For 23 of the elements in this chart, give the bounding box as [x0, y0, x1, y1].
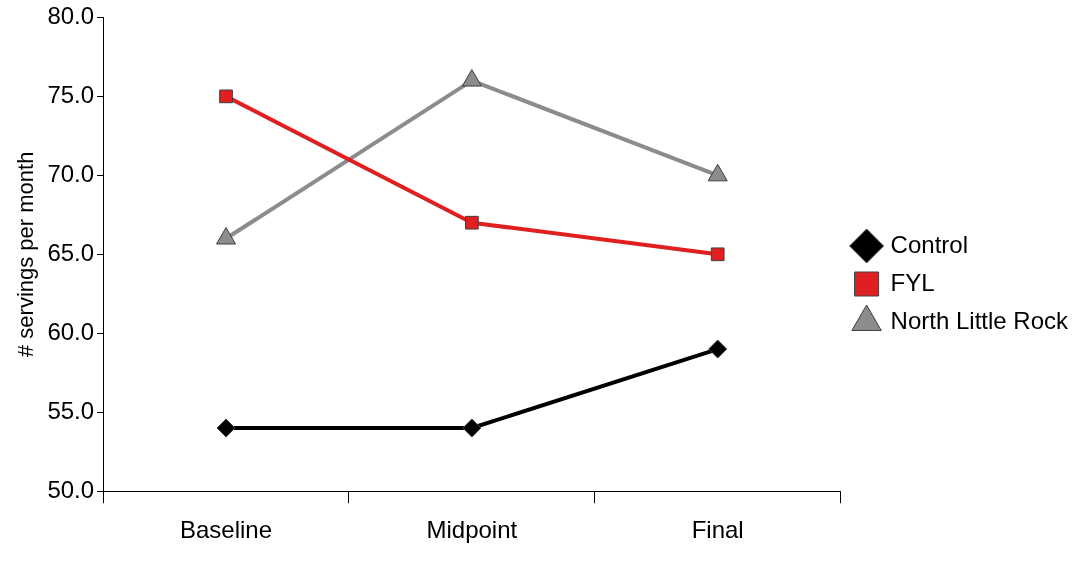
- point: [461, 69, 482, 87]
- point: [710, 247, 725, 262]
- point: [708, 339, 728, 359]
- point: [464, 215, 479, 230]
- y-axis-title: # servings per month: [13, 151, 39, 358]
- y-tick-label: 50.0: [47, 475, 95, 503]
- y-tick-label: 65.0: [47, 238, 95, 266]
- x-tick-label: Midpoint: [426, 516, 518, 544]
- y-tick-label: 75.0: [47, 80, 95, 108]
- legend-label: Control: [890, 230, 968, 258]
- y-tick-label: 55.0: [47, 396, 95, 424]
- point: [216, 418, 236, 438]
- legend-label: FYL: [890, 268, 935, 296]
- y-tick-label: 70.0: [47, 159, 95, 187]
- y-tick-label: 60.0: [47, 317, 95, 345]
- x-tick-label: Final: [691, 516, 744, 544]
- x-tick-label: Baseline: [179, 516, 273, 544]
- y-tick-label: 80.0: [47, 2, 95, 30]
- point: [707, 163, 728, 182]
- legend-label: North Little Rock: [890, 306, 1069, 334]
- point: [462, 418, 482, 438]
- point: [216, 227, 237, 245]
- point: [219, 89, 233, 104]
